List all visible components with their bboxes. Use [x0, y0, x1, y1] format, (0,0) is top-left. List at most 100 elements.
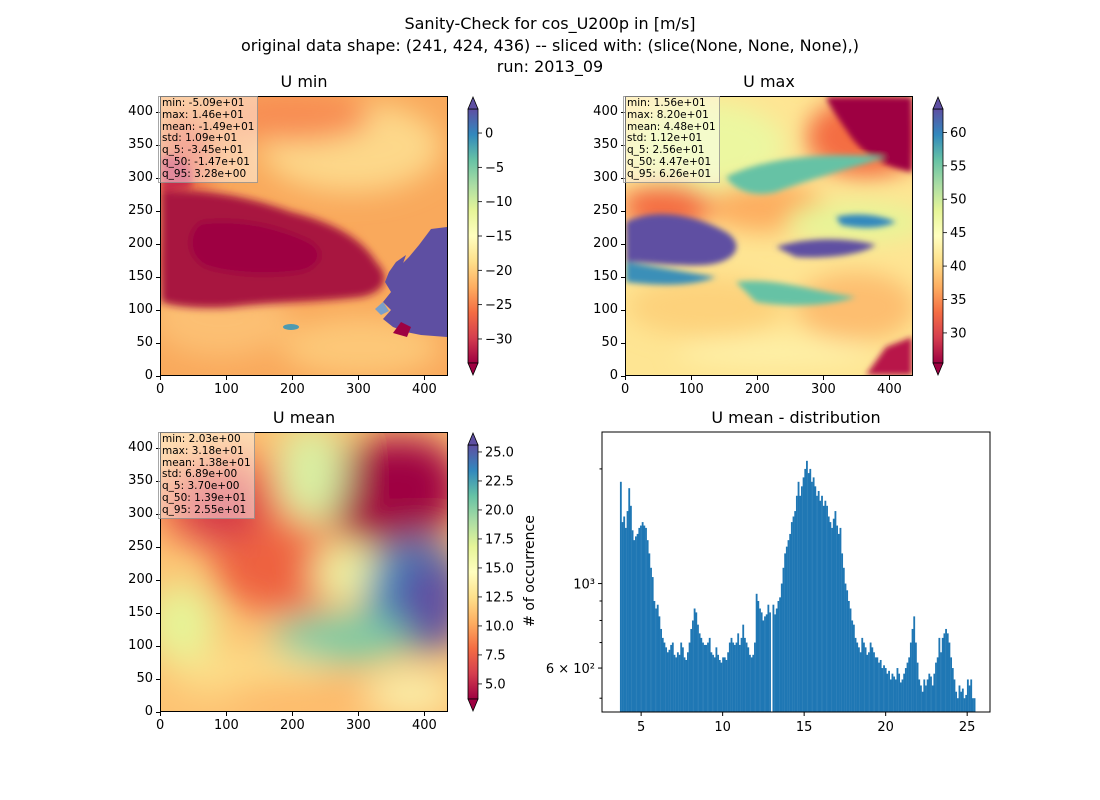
histogram-x-tick-label: 25	[959, 720, 976, 735]
colorbar-extend-min	[467, 362, 479, 377]
histogram-bar	[752, 654, 755, 712]
u-max-stats-box: min: 1.56e+01 max: 8.20e+01 mean: 4.48e+…	[623, 96, 720, 183]
histogram-bar	[931, 685, 934, 712]
histogram-bar	[787, 540, 790, 712]
colorbar-tick-label: 35	[950, 293, 967, 308]
histogram-bar	[663, 642, 666, 712]
colorbar-gradient	[467, 444, 479, 700]
histogram-y-axis-label: # of occurrence	[522, 515, 538, 627]
histogram-bar	[636, 533, 639, 712]
histogram-bar	[889, 679, 892, 712]
histogram-bar	[777, 600, 780, 712]
histogram-bar	[832, 518, 835, 712]
histogram-bar	[700, 637, 703, 712]
colorbar-tick-label: 0	[485, 127, 493, 142]
histogram-bar	[923, 679, 926, 712]
histogram-bar	[710, 652, 713, 712]
histogram-bar	[697, 624, 699, 712]
u-mean-x-tick: 300	[346, 718, 371, 733]
histogram-bar	[745, 642, 748, 712]
histogram-bar	[846, 590, 849, 712]
u-min-y-tick: 200	[128, 236, 153, 251]
histogram-bar	[864, 647, 867, 712]
u-max-y-tick: 350	[593, 137, 618, 152]
u-mean-field	[161, 433, 447, 711]
stat-line: q_5: 2.56e+01	[627, 144, 705, 157]
histogram-bar	[624, 527, 627, 712]
stat-line: min: 1.56e+01	[627, 97, 706, 109]
u-max-y-tick: 50	[601, 335, 618, 350]
histogram-bar	[854, 637, 857, 712]
histogram-bar	[635, 536, 637, 712]
histogram-bar	[881, 668, 884, 712]
histogram-bar	[675, 657, 678, 712]
u-min-y-tick: 350	[128, 137, 153, 152]
histogram-x-tick-label: 5	[637, 720, 645, 735]
histogram-bar	[884, 668, 887, 712]
histogram-bar	[824, 500, 827, 712]
u-mean-y-tick: 400	[128, 440, 153, 455]
stat-line: q_95: 2.55e+01	[162, 503, 247, 516]
histogram-bar	[661, 637, 664, 712]
histogram-bar	[668, 649, 671, 712]
histogram-bar	[935, 662, 937, 712]
histogram-bar	[760, 612, 763, 712]
histogram-bar	[749, 654, 751, 712]
stat-line: q_95: 6.26e+01	[627, 167, 712, 180]
histogram-bar	[670, 644, 673, 712]
histogram-bar	[633, 540, 636, 712]
histogram-bar	[782, 567, 785, 712]
histogram-bar	[859, 652, 862, 712]
u-mean-y-tick: 150	[128, 605, 153, 620]
histogram-bar	[879, 659, 882, 712]
histogram-bar	[742, 624, 745, 712]
histogram-bar	[645, 527, 647, 712]
histogram-bar	[722, 657, 725, 712]
colorbar-tick-label: 55	[950, 159, 967, 174]
histogram-bar	[903, 673, 906, 712]
figure-title-line-1: Sanity-Check for cos_U200p in [m/s]	[404, 14, 696, 33]
histogram-bar	[757, 600, 760, 712]
histogram-bar	[727, 652, 730, 712]
histogram-bar	[938, 637, 941, 712]
histogram-bar	[641, 522, 644, 712]
histogram-bar	[973, 698, 976, 712]
stat-line: std: 6.89e+00	[162, 468, 238, 481]
histogram-bar	[800, 486, 803, 712]
histogram-bar	[723, 657, 726, 712]
histogram-bar	[913, 616, 916, 712]
u-min-x-tick: 0	[156, 382, 165, 397]
histogram-bar	[943, 633, 946, 712]
histogram-bar	[908, 657, 911, 712]
histogram-bar	[891, 673, 894, 712]
u-max-y-tick: 300	[593, 170, 618, 185]
histogram-bar	[799, 495, 802, 712]
histogram-bar	[893, 676, 896, 712]
histogram-bar	[966, 679, 969, 712]
histogram-bar	[650, 567, 652, 712]
colorbar-tick-label: −30	[485, 332, 512, 347]
histogram-bar	[720, 662, 723, 712]
histogram-bar	[651, 577, 654, 712]
colorbar-tick-label: −15	[485, 230, 512, 245]
colorbar-tick-label: 5.0	[485, 677, 506, 692]
colorbar-tick-label: −5	[485, 161, 504, 176]
stat-line: max: 8.20e+01	[627, 108, 709, 121]
colorbar-extend-max	[932, 95, 944, 110]
colorbar-extend-max	[467, 431, 479, 446]
histogram-x-tick-label: 10	[714, 720, 731, 735]
histogram-bar	[814, 486, 817, 712]
histogram-bar	[894, 679, 897, 712]
colorbar-tick-label: 60	[950, 126, 967, 141]
histogram-bar	[936, 657, 939, 712]
colorbar-tick-label: 17.5	[485, 532, 514, 547]
u-mean-y-tick: 250	[128, 539, 153, 554]
panel-title-u-min: U min	[280, 72, 328, 91]
histogram-bar	[769, 612, 771, 712]
u-mean-y-tick: 200	[128, 572, 153, 587]
histogram-bar	[945, 628, 947, 712]
u-mean-x-tick: 400	[412, 718, 437, 733]
histogram-bar	[683, 657, 686, 712]
histogram-bar	[926, 679, 929, 712]
histogram-bar	[718, 659, 721, 712]
